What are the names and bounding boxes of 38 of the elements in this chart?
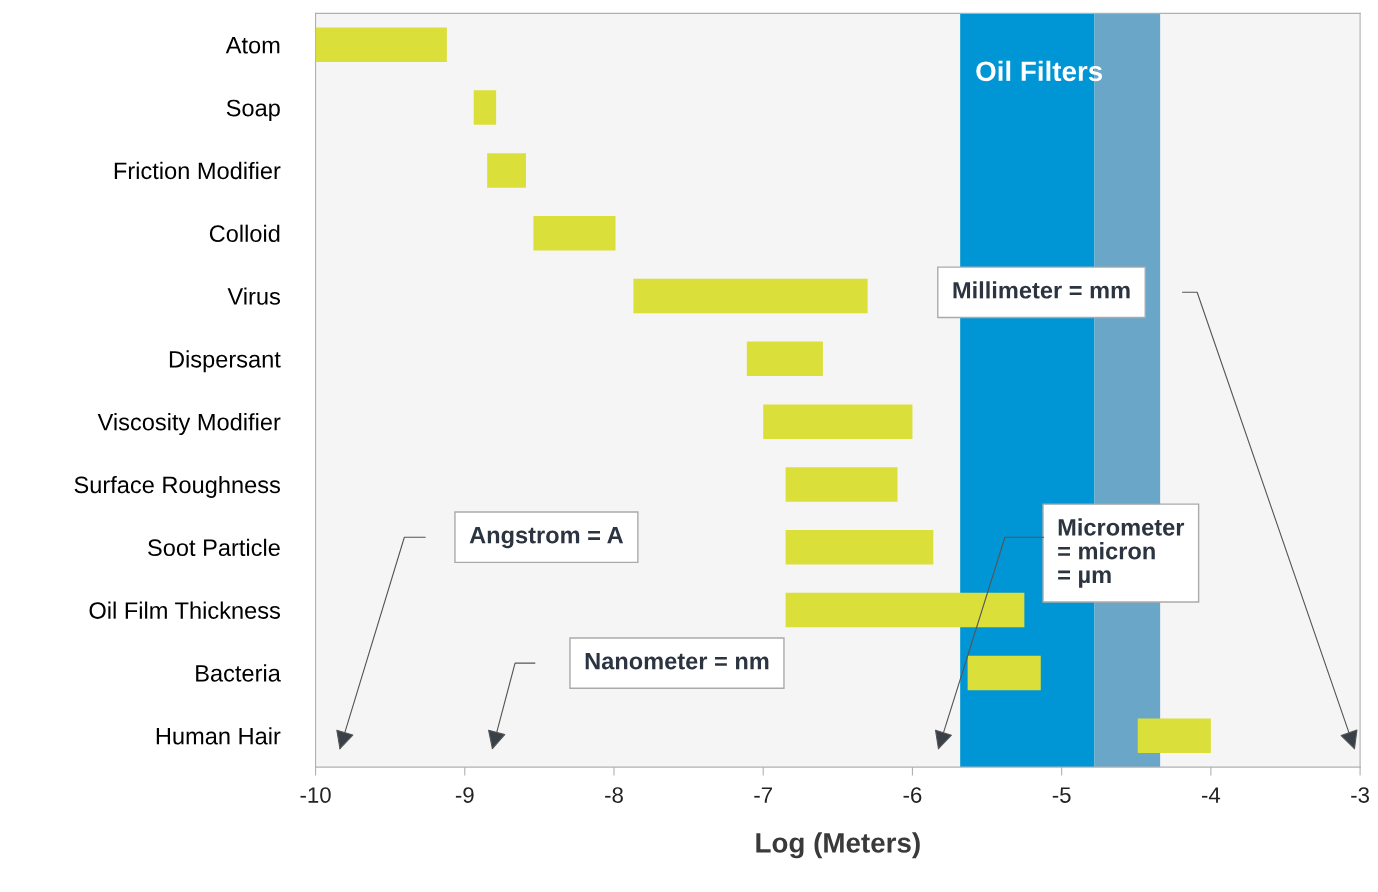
bar [785, 530, 934, 565]
y-tick-label: Colloid [209, 224, 280, 243]
y-tick-label: Bacteria [196, 664, 281, 682]
x-tick-label: -6 [903, 787, 922, 803]
x-tick-label: -5 [1052, 787, 1071, 803]
annotation: Nanometer = nm [585, 652, 769, 670]
y-tick-label: Soap [226, 99, 280, 122]
x-tick-label: -3 [1351, 787, 1369, 803]
y-tick-label: Oil Film Thickness [89, 601, 280, 619]
bar [473, 90, 497, 125]
x-tick-label: -4 [1201, 787, 1221, 803]
y-tick-label: Friction Modifier [114, 161, 281, 180]
bar [746, 341, 823, 377]
x-tick-label: -10 [300, 787, 331, 803]
y-tick-label: Viscosity Modifier [97, 413, 281, 436]
y-tick-label: Virus [227, 287, 280, 305]
x-axis-title: Log (Meters) [756, 832, 920, 859]
annotation: Millimeter = mm [953, 281, 1130, 299]
bar [763, 404, 913, 439]
y-tick-label: Atom [225, 37, 280, 54]
x-tick-label: -8 [605, 787, 623, 803]
y-tick-label: Soot Particle [148, 538, 280, 557]
bar [967, 655, 1041, 691]
annotation: Micrometer = micron = µm [1058, 518, 1185, 588]
y-tick-label: Dispersant [169, 350, 281, 373]
y-tick-label: Surface Roughness [74, 475, 280, 498]
bar [1137, 718, 1211, 753]
bar [533, 215, 616, 251]
y-tick-label: Human Hair [156, 727, 281, 745]
bar [633, 278, 868, 314]
bar [785, 467, 898, 502]
bar [785, 592, 1025, 628]
bar [315, 27, 447, 63]
x-tick-label: -9 [455, 787, 474, 803]
annotation: Angstrom = A [469, 526, 624, 549]
x-tick-label: -7 [754, 787, 772, 803]
bar [487, 153, 526, 188]
band-label: Oil Filters [976, 60, 1103, 82]
